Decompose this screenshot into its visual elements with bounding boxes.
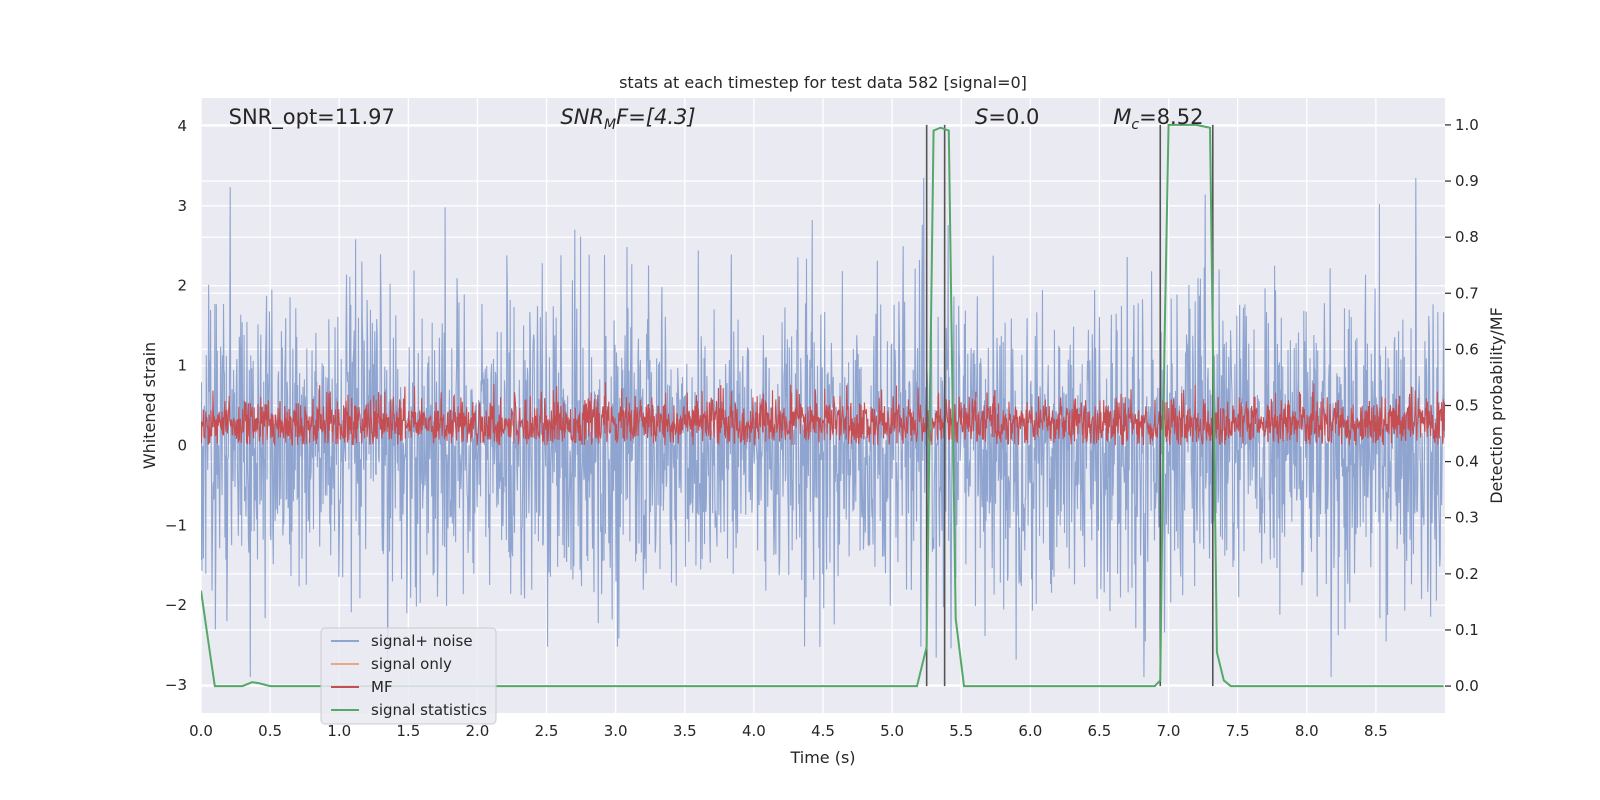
x-tick-label: 4.0 [742, 722, 766, 740]
y-tick-label: 0 [177, 436, 187, 454]
x-tick-label: 1.5 [396, 722, 420, 740]
y2-tick-label: 0.4 [1455, 453, 1479, 471]
legend-frame [320, 627, 497, 725]
x-axis-label: Time (s) [789, 748, 855, 767]
legend: signal+ noise signal only MF signal statist… [320, 627, 497, 725]
y2-tick-label: 0.2 [1455, 565, 1479, 583]
y2-tick-label: 0.3 [1455, 509, 1479, 527]
annotation-mc: Mc=8.52 [1113, 105, 1203, 133]
x-tick-label: 7.0 [1157, 722, 1181, 740]
x-axis-ticks: 0.0 0.5 1.0 1.5 2.0 2.5 3.0 3.5 4.0 4.5 5.0 5.5 6.0 6… [189, 722, 1388, 740]
legend-label: signal+ noise [371, 632, 473, 650]
legend-label: signal only [371, 655, 452, 673]
mf-line [201, 382, 1445, 447]
annotation-s: S=0.0 [975, 105, 1039, 129]
x-tick-label: 8.0 [1295, 722, 1319, 740]
signal-statistics-series [201, 123, 1444, 688]
y-tick-label: −3 [165, 676, 187, 694]
y-tick-label: −1 [165, 516, 187, 534]
y2-tick-label: 1.0 [1455, 116, 1479, 134]
chart-title: stats at each timestep for test data 582… [619, 73, 1027, 92]
x-tick-label: 3.0 [604, 722, 628, 740]
mf-series [201, 382, 1445, 447]
legend-label: signal statistics [371, 701, 487, 719]
y-tick-label: 3 [177, 197, 187, 215]
x-tick-label: 3.5 [673, 722, 697, 740]
y2-tick-label: 0.8 [1455, 228, 1479, 246]
y2-axis-ticks: 0.0 0.1 0.2 0.3 0.4 0.5 0.6 0.7 0.8 0.9 1.0 [1445, 116, 1479, 695]
x-tick-label: 5.5 [949, 722, 973, 740]
annotation-snr-mf: SNRMF=[4.3] [560, 105, 695, 133]
annotation-snr-opt: SNR_opt=11.97 [229, 105, 395, 130]
signal-noise-line [201, 177, 1445, 678]
x-tick-label: 2.0 [466, 722, 490, 740]
y2-tick-label: 0.0 [1455, 677, 1479, 695]
x-tick-label: 2.5 [535, 722, 559, 740]
legend-label: MF [371, 678, 393, 696]
y2-tick-label: 0.5 [1455, 397, 1479, 415]
y-tick-label: −2 [165, 596, 187, 614]
y-tick-label: 4 [177, 117, 187, 135]
y2-axis-label: Detection probability/MF [1487, 307, 1506, 504]
x-tick-label: 0.5 [258, 722, 282, 740]
signal-statistics-line [201, 123, 1444, 688]
x-tick-label: 5.0 [880, 722, 904, 740]
y2-tick-label: 0.9 [1455, 172, 1479, 190]
x-tick-label: 7.5 [1226, 722, 1250, 740]
y-axis-label: Whitened strain [140, 342, 159, 469]
y-tick-label: 1 [177, 357, 187, 375]
x-tick-label: 6.5 [1088, 722, 1112, 740]
y-tick-label: 2 [177, 277, 187, 295]
x-tick-label: 8.5 [1364, 722, 1388, 740]
y2-tick-label: 0.6 [1455, 340, 1479, 358]
signal-noise-series [201, 177, 1445, 678]
x-tick-label: 1.0 [327, 722, 351, 740]
x-tick-label: 4.5 [811, 722, 835, 740]
x-tick-label: 0.0 [189, 722, 213, 740]
x-tick-label: 6.0 [1018, 722, 1042, 740]
y-axis-ticks: −3 −2 −1 0 1 2 3 4 [165, 117, 187, 694]
y2-tick-label: 0.1 [1455, 621, 1479, 639]
y2-tick-label: 0.7 [1455, 284, 1479, 302]
